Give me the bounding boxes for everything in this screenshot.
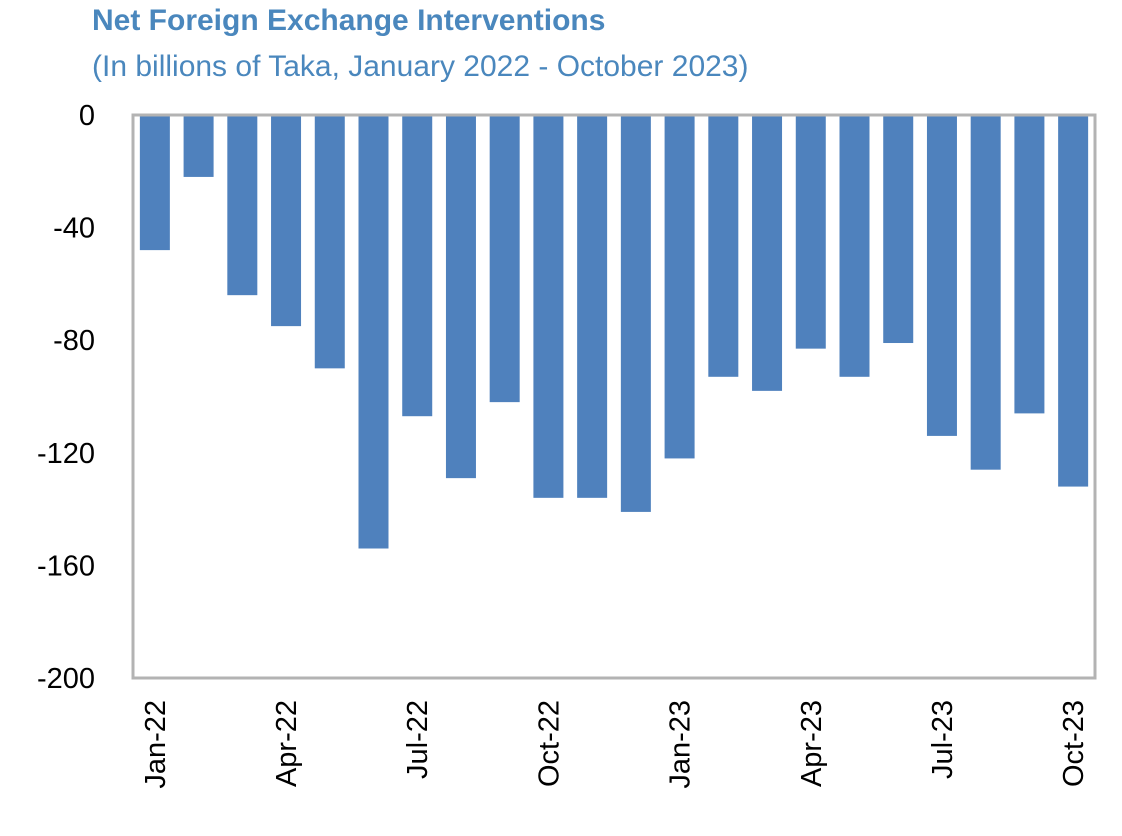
bar — [577, 115, 608, 498]
y-tick-label: -40 — [53, 213, 95, 245]
x-tick-label: Oct-23 — [1058, 700, 1090, 787]
bar — [926, 115, 957, 436]
bar — [271, 115, 302, 327]
x-tick-label: Apr-22 — [271, 700, 303, 787]
y-tick-label: -120 — [37, 438, 95, 470]
plot-frame — [131, 113, 1097, 680]
bar — [883, 115, 914, 344]
chart-subtitle: (In billions of Taka, January 2022 - Oct… — [92, 50, 749, 83]
y-tick-label: -160 — [37, 550, 95, 582]
bar — [402, 115, 433, 417]
bar — [970, 115, 1001, 470]
bar — [1014, 115, 1045, 414]
bar — [358, 115, 389, 549]
x-tick-label: Jan-23 — [665, 700, 697, 789]
chart-title: Net Foreign Exchange Interventions — [92, 4, 606, 37]
bar — [445, 115, 476, 479]
bar — [620, 115, 651, 512]
y-tick-label: 0 — [79, 100, 95, 132]
x-tick-label: Oct-22 — [533, 700, 565, 787]
bar — [314, 115, 345, 369]
x-tick-label: Apr-23 — [796, 700, 828, 787]
bar — [752, 115, 783, 391]
bar — [183, 115, 214, 177]
x-tick-label: Jul-22 — [402, 700, 434, 779]
bar — [489, 115, 520, 403]
x-tick-label: Jul-23 — [927, 700, 959, 779]
bar — [1058, 115, 1089, 487]
bar — [139, 115, 170, 251]
x-tick-label: Jan-22 — [140, 700, 172, 789]
y-tick-label: -80 — [53, 325, 95, 357]
bar — [708, 115, 739, 377]
bar — [227, 115, 258, 296]
bar — [795, 115, 826, 349]
bar — [839, 115, 870, 377]
y-tick-label: -200 — [37, 663, 95, 695]
bar — [664, 115, 695, 459]
bar — [533, 115, 564, 498]
